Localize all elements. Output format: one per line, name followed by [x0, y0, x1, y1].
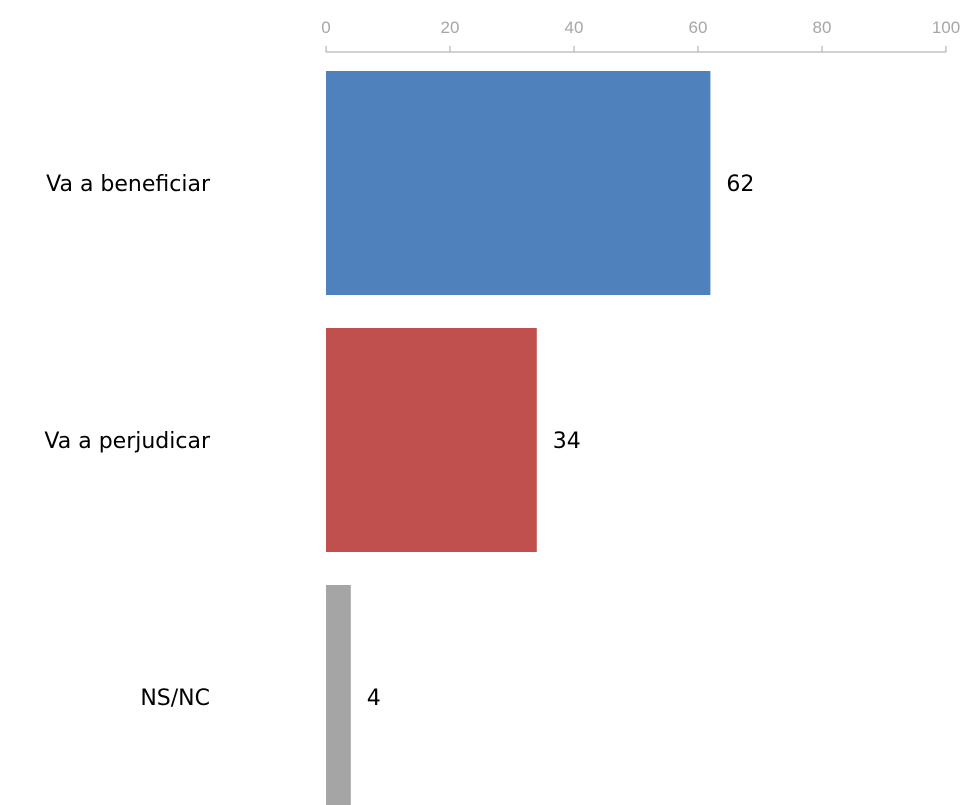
category-label: Va a perjudicar: [44, 429, 211, 454]
bar-va-a-perjudicar: [326, 328, 537, 552]
bar-va-a-beneficiar: [326, 71, 711, 295]
category-labels: Va a beneficiar Va a perjudicar NS/NC: [44, 172, 211, 711]
x-tick-label: 80: [813, 18, 832, 37]
bar-ns-nc: [326, 585, 351, 805]
data-label: 34: [553, 429, 581, 454]
x-tick-label: 100: [932, 18, 960, 37]
bars: [326, 71, 711, 805]
category-label: Va a beneficiar: [46, 172, 211, 197]
x-tick-label: 40: [565, 18, 584, 37]
x-axis: 0 20 40 60 80 100: [321, 18, 960, 53]
category-label: NS/NC: [140, 686, 210, 711]
data-label: 4: [367, 686, 381, 711]
x-tick-label: 0: [321, 18, 330, 37]
x-tick-label: 20: [441, 18, 460, 37]
data-label: 62: [726, 172, 754, 197]
x-tick-label: 60: [689, 18, 708, 37]
data-labels: 62 34 4: [367, 172, 755, 711]
